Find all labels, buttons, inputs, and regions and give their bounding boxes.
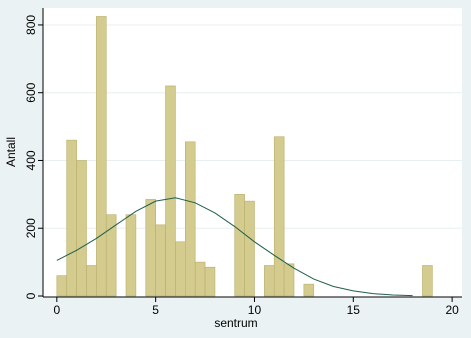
bar [273, 136, 285, 297]
bar [165, 85, 176, 297]
bar [125, 214, 137, 297]
bar [185, 141, 196, 297]
x-tick-label: 15 [347, 303, 361, 317]
y-tick-label: 200 [24, 218, 38, 238]
y-tick-label: 0 [24, 292, 38, 299]
bar [204, 266, 216, 297]
y-tick-label: 400 [24, 150, 38, 170]
y-tick-label: 800 [24, 15, 38, 35]
bar [422, 265, 433, 297]
bar [283, 263, 295, 297]
bar [86, 265, 97, 297]
bar [56, 275, 68, 297]
density-curve [56, 197, 413, 297]
bar [76, 160, 87, 297]
bar [96, 16, 107, 297]
y-tick-label: 600 [24, 82, 38, 102]
bar [145, 199, 156, 297]
y-axis-title: Antall [4, 137, 18, 167]
bar [303, 283, 315, 297]
bar [155, 224, 166, 297]
bar [175, 241, 186, 297]
x-tick-label: 10 [248, 303, 262, 317]
bar [264, 265, 275, 297]
bar [66, 139, 77, 297]
x-tick-label: 0 [53, 303, 60, 317]
x-axis-title: sentrum [214, 316, 257, 330]
bar [194, 261, 206, 297]
bar [105, 214, 117, 297]
x-tick-label: 20 [445, 303, 459, 317]
bar [234, 194, 245, 297]
x-tick-label: 5 [152, 303, 159, 317]
bar [244, 200, 255, 297]
